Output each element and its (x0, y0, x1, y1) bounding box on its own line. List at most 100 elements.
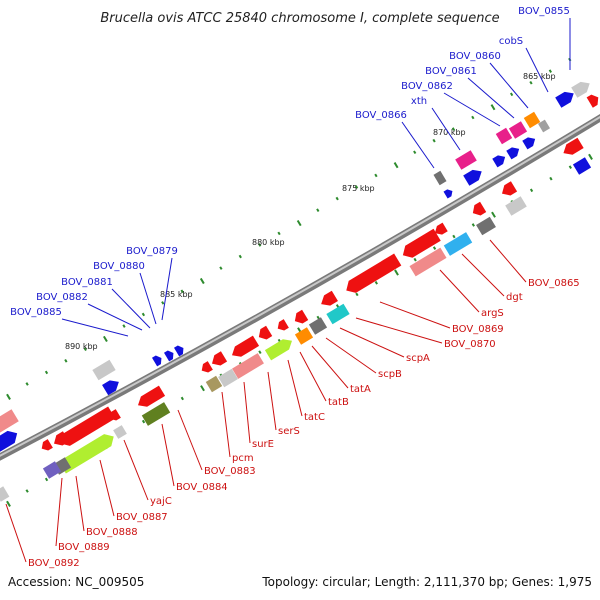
tick-mark (335, 196, 339, 201)
gene-label[interactable]: scpB (378, 369, 402, 380)
gene-feature (537, 119, 551, 133)
gene-label[interactable]: BOV_0892 (28, 558, 80, 569)
gene-label[interactable]: cobS (499, 36, 523, 47)
tick-mark (316, 315, 320, 320)
gene-label[interactable]: tatA (350, 384, 371, 395)
gene-feature (326, 303, 350, 325)
tick-mark (103, 335, 108, 343)
gene-label[interactable]: BOV_0880 (93, 261, 145, 272)
gene-label[interactable]: BOV_0866 (355, 110, 407, 121)
leader-line (221, 391, 231, 458)
gene-label[interactable]: BOV_0879 (126, 246, 178, 257)
gene-label[interactable]: BOV_0865 (528, 278, 580, 289)
leader-line (55, 477, 63, 547)
gene-feature (264, 339, 293, 361)
gene-label[interactable]: BOV_0889 (58, 542, 110, 553)
gene-feature (346, 253, 402, 293)
leader-line (61, 318, 129, 337)
leader-line (75, 475, 85, 532)
gene-label[interactable]: surE (252, 439, 274, 450)
tick-mark (432, 246, 437, 250)
leader-line (177, 409, 203, 471)
leader-line (355, 317, 443, 344)
gene-label[interactable]: tatC (304, 412, 325, 423)
gene-label[interactable]: BOV_0862 (401, 81, 453, 92)
gene-label[interactable]: BOV_0884 (176, 482, 228, 493)
gene-feature (0, 409, 19, 435)
gene-label[interactable]: BOV_0883 (204, 466, 256, 477)
tick-mark (548, 69, 552, 73)
leader-line (525, 47, 549, 93)
gene-label[interactable]: BOV_0860 (449, 51, 501, 62)
gene-label[interactable]: xth (411, 96, 427, 107)
gene-label[interactable]: serS (278, 426, 300, 437)
tick-mark (161, 301, 165, 305)
tick-mark (549, 176, 553, 181)
tick-mark (471, 115, 475, 120)
gene-label[interactable]: BOV_0881 (61, 277, 113, 288)
gene-label[interactable]: argS (481, 308, 504, 319)
gene-label[interactable]: yajC (150, 496, 172, 507)
gene-label[interactable]: BOV_0882 (36, 292, 88, 303)
tick-mark (471, 223, 475, 227)
gene-feature (495, 127, 513, 145)
gene-feature (92, 359, 116, 381)
gene-label[interactable]: BOV_0870 (444, 339, 496, 350)
gene-feature (102, 380, 119, 396)
gene-label[interactable]: BOV_0887 (116, 512, 168, 523)
gene-feature (294, 327, 314, 345)
summary-text: Topology: circular; Length: 2,111,370 bp… (261, 575, 592, 589)
gene-feature (522, 137, 536, 150)
gene-feature (555, 91, 574, 108)
gene-feature (218, 368, 238, 388)
gene-feature (563, 137, 584, 155)
leader-line (243, 381, 251, 444)
tick-mark (200, 385, 205, 392)
gene-feature (151, 355, 162, 367)
gene-feature (163, 350, 174, 362)
gene-feature (476, 216, 496, 236)
tick-mark (199, 277, 205, 285)
tick-mark (141, 312, 146, 317)
gene-label[interactable]: pcm (232, 453, 254, 464)
gene-feature (434, 222, 448, 235)
kbp-markers: 865 kbp 870 kbp 875 kbp 880 kbp 885 kbp 890 k… (65, 72, 556, 351)
gene-feature (277, 319, 289, 331)
tick-mark (394, 269, 399, 276)
gene-label[interactable]: BOV_0861 (425, 66, 477, 77)
gene-feature (173, 345, 184, 357)
map-title: Brucella ovis ATCC 25840 chromosome I, c… (100, 11, 499, 26)
leader-line (461, 253, 505, 297)
gene-label[interactable]: BOV_0885 (10, 307, 62, 318)
leader-line (111, 288, 151, 329)
tick-mark (374, 281, 378, 285)
gene-feature (60, 406, 116, 446)
gene-label[interactable]: dgt (506, 292, 523, 303)
label-leaders (5, 18, 571, 563)
gene-features (0, 81, 599, 502)
gene-feature (41, 439, 53, 451)
gene-label[interactable]: tatB (328, 397, 349, 408)
gene-feature (443, 189, 453, 199)
gene-feature (409, 247, 447, 277)
gene-feature (321, 290, 338, 306)
tick-mark (219, 266, 223, 270)
gene-feature (205, 375, 223, 393)
gene-feature (294, 309, 309, 324)
leader-line (489, 62, 529, 109)
gene-feature (492, 155, 506, 168)
gene-label[interactable]: BOV_0855 (518, 6, 570, 17)
leader-line (299, 351, 327, 402)
leader-line (5, 503, 27, 563)
tick-mark (568, 165, 572, 169)
tick-mark (491, 211, 496, 218)
gene-label[interactable]: BOV_0869 (452, 324, 504, 335)
gene-feature (231, 335, 260, 357)
gene-feature (58, 434, 114, 474)
gene-label[interactable]: scpA (406, 353, 430, 364)
gene-feature (572, 157, 592, 175)
gene-feature (258, 325, 273, 340)
gene-label[interactable]: BOV_0888 (86, 527, 138, 538)
